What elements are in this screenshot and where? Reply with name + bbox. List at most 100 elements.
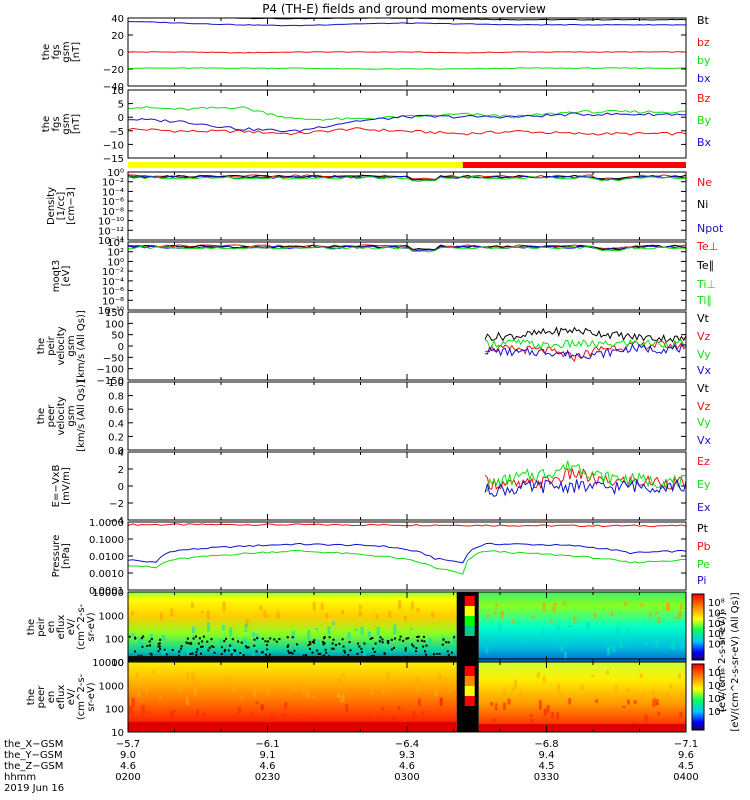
- spectrogram-dot: [267, 640, 270, 643]
- spectrogram-texture: [622, 705, 626, 708]
- spectrogram-texture: [556, 712, 560, 720]
- spectrogram-dot: [237, 640, 240, 643]
- spectrogram-texture: [541, 628, 545, 633]
- spectrogram-dot: [268, 653, 271, 656]
- spectrogram-texture: [253, 688, 257, 698]
- spectrogram-dot: [201, 640, 204, 643]
- mode-bar-slow: [128, 162, 463, 168]
- spectrogram-dot: [441, 643, 444, 646]
- spectrogram-texture: [678, 611, 682, 619]
- spectrogram-texture: [502, 702, 506, 710]
- y-axis-label: (cm^2-s-: [76, 673, 87, 720]
- spectrogram-texture: [416, 677, 420, 687]
- panel-frame: [127, 241, 687, 311]
- y-axis-label: the: [41, 116, 52, 132]
- y-axis-label: E=−VxB: [51, 465, 62, 508]
- y-tick-label: 1.0000: [89, 518, 124, 529]
- spectrogram-texture: [219, 639, 223, 646]
- spectrogram-dot: [322, 643, 325, 646]
- date-label: 2019 Jun 16: [4, 783, 64, 794]
- spectrogram-dot: [417, 635, 420, 638]
- spectrogram-texture: [244, 629, 248, 632]
- y-tick-label: 100: [105, 705, 124, 716]
- axis-row-value: 4.6: [399, 761, 415, 772]
- spectrogram-texture: [358, 611, 362, 617]
- legend-entry-Vz: Vz: [697, 330, 711, 343]
- y-tick-label: −10: [103, 140, 124, 151]
- series-Vy: [484, 338, 687, 351]
- spectrogram-dot: [390, 638, 393, 641]
- spectrogram-dot: [178, 654, 181, 657]
- spectrogram-gap-bin: [464, 686, 475, 696]
- spectrogram-gap-bin: [464, 626, 475, 636]
- spectrogram-dot: [414, 650, 417, 653]
- spectrogram-texture: [151, 683, 155, 688]
- spectrogram-texture: [301, 683, 305, 690]
- spectrogram-texture: [232, 688, 236, 693]
- spectrogram-dot: [423, 640, 426, 643]
- spectrogram-dot: [269, 637, 272, 640]
- spectrogram-dot: [234, 649, 237, 652]
- spectrogram-texture: [652, 697, 656, 708]
- spectrogram-texture: [338, 678, 342, 687]
- spectrogram-texture: [655, 699, 659, 706]
- spectrogram-texture: [500, 612, 504, 620]
- spectrogram-texture: [568, 624, 572, 628]
- spectrogram-texture: [141, 704, 145, 715]
- spectrogram-texture: [225, 677, 229, 683]
- spectrogram-dot: [331, 647, 334, 650]
- axis-row-value: 9.0: [120, 750, 136, 761]
- spectrogram-dot: [221, 646, 224, 649]
- spectrogram-texture: [654, 610, 658, 616]
- y-axis-label: the: [26, 619, 37, 635]
- spectrogram-texture: [170, 608, 174, 613]
- spectrogram-texture: [410, 627, 414, 630]
- spectrogram-dot: [240, 641, 243, 644]
- spectrogram-dot: [309, 642, 312, 645]
- spectrogram-dot: [450, 651, 453, 654]
- y-tick-label: 10²: [107, 248, 124, 259]
- spectrogram-texture: [131, 697, 135, 708]
- colorbar-tick-label: 10⁸: [708, 668, 725, 679]
- axis-row-value: −5.7: [116, 739, 140, 750]
- spectrogram-texture: [421, 711, 425, 715]
- spectrogram-texture: [391, 716, 395, 721]
- spectrogram-texture: [607, 645, 611, 656]
- spectrogram-dot: [157, 642, 160, 645]
- spectrogram-gap-bin: [464, 666, 475, 676]
- spectrogram-dot: [186, 637, 189, 640]
- spectrogram-dot: [360, 651, 363, 654]
- spectrogram-texture: [438, 673, 442, 680]
- series-Bz: [127, 127, 687, 136]
- spectrogram-dot: [150, 637, 153, 640]
- y-axis-label: (cm^2-s-: [76, 603, 87, 650]
- spectrogram-texture: [490, 702, 494, 706]
- spectrogram-texture: [431, 611, 435, 618]
- spectrogram-dot: [404, 649, 407, 652]
- spectrogram-dot: [422, 645, 425, 648]
- y-tick-label: 20: [111, 31, 124, 42]
- axis-row-label: the_Z−GSM: [4, 761, 63, 772]
- spectrogram-texture: [297, 679, 301, 682]
- legend-entry-Bt: Bt: [697, 14, 710, 27]
- spectrogram-dot: [231, 638, 234, 641]
- spectrogram-texture: [549, 619, 553, 624]
- spectrogram-dot: [142, 635, 145, 638]
- spectrogram-texture: [538, 699, 542, 710]
- spectrogram-texture: [347, 632, 351, 639]
- spectrogram-texture: [553, 640, 557, 644]
- spectrogram-texture: [245, 618, 249, 627]
- legend-entry-Bz: Bz: [697, 92, 711, 105]
- spectrogram-texture: [178, 688, 182, 693]
- spectrogram-texture: [140, 642, 144, 646]
- spectrogram-texture: [616, 627, 620, 636]
- spectrogram-texture: [679, 604, 683, 610]
- spectrogram-dot: [157, 645, 160, 648]
- spectrogram-dot: [442, 638, 445, 641]
- spectrogram-dot: [328, 636, 331, 639]
- spectrogram-gap-bin: [464, 676, 475, 686]
- spectrogram-floor: [478, 724, 686, 732]
- spectrogram-dot: [223, 650, 226, 653]
- spectrogram-texture: [206, 610, 210, 621]
- axis-row-value: −6.4: [395, 739, 419, 750]
